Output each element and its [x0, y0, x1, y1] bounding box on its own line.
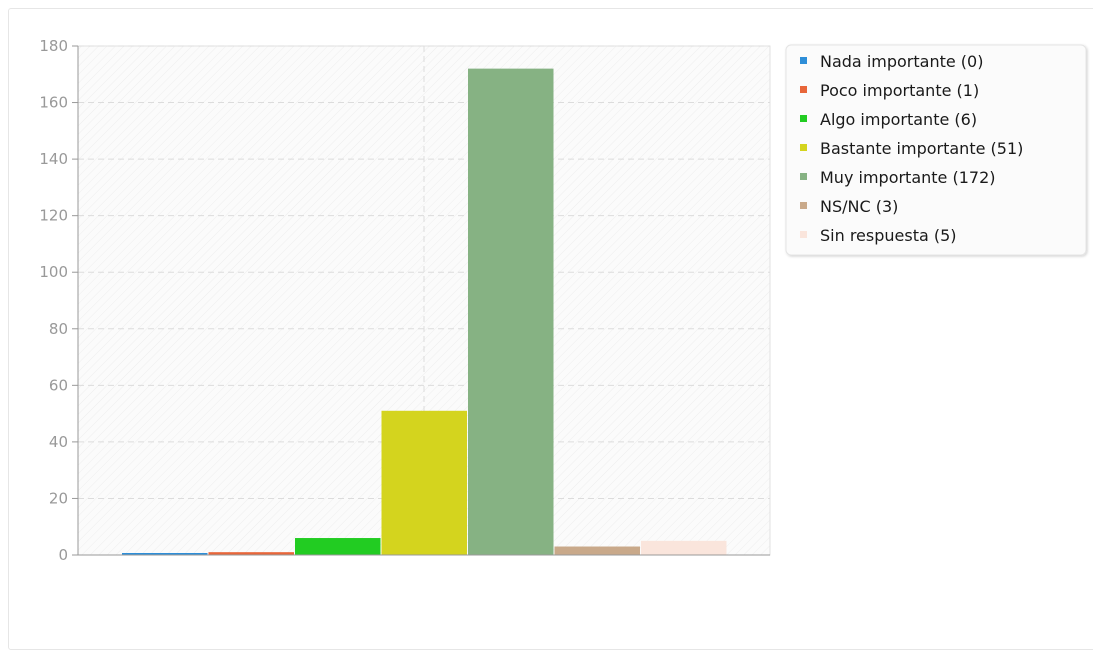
legend-swatch [800, 57, 807, 64]
legend-item-label[interactable]: Nada importante (0) [820, 52, 983, 71]
bar-nada-importante[interactable] [122, 553, 208, 555]
bars [122, 68, 727, 555]
y-tick-label: 0 [58, 546, 68, 564]
legend-item-label[interactable]: Poco importante (1) [820, 81, 979, 100]
bar-muy-importante[interactable] [468, 68, 554, 555]
legend-item-label[interactable]: Algo importante (6) [820, 110, 977, 129]
legend-item-label[interactable]: NS/NC (3) [820, 197, 898, 216]
legend-swatch [800, 86, 807, 93]
legend-item-label[interactable]: Muy importante (172) [820, 168, 996, 187]
legend-swatch [800, 231, 807, 238]
y-tick-label: 80 [49, 320, 68, 338]
y-axis-ticks: 0 20 40 60 80 100 120 140 160 180 [39, 37, 78, 564]
bar-algo-importante[interactable] [295, 538, 381, 555]
y-tick-label: 160 [39, 94, 68, 112]
bar-sin-respuesta[interactable] [641, 540, 727, 555]
y-tick-label: 100 [39, 263, 68, 281]
y-tick-label: 140 [39, 150, 68, 168]
legend-swatch [800, 115, 807, 122]
legend-swatch [800, 173, 807, 180]
bar-poco-importante[interactable] [208, 552, 295, 555]
y-tick-label: 60 [49, 376, 68, 394]
legend-item-label[interactable]: Bastante importante (51) [820, 139, 1023, 158]
y-tick-label: 120 [39, 207, 68, 225]
legend-swatch [800, 144, 807, 151]
legend-swatch [800, 202, 807, 209]
bar-bastante-importante[interactable] [381, 410, 468, 555]
legend-item-label[interactable]: Sin respuesta (5) [820, 226, 957, 245]
legend-box [785, 44, 1087, 256]
legend: Nada importante (0) Poco importante (1) Al… [785, 44, 1087, 256]
y-tick-label: 20 [49, 489, 68, 507]
bar-ns-nc[interactable] [554, 546, 641, 555]
y-tick-label: 40 [49, 433, 68, 451]
y-tick-label: 180 [39, 37, 68, 55]
